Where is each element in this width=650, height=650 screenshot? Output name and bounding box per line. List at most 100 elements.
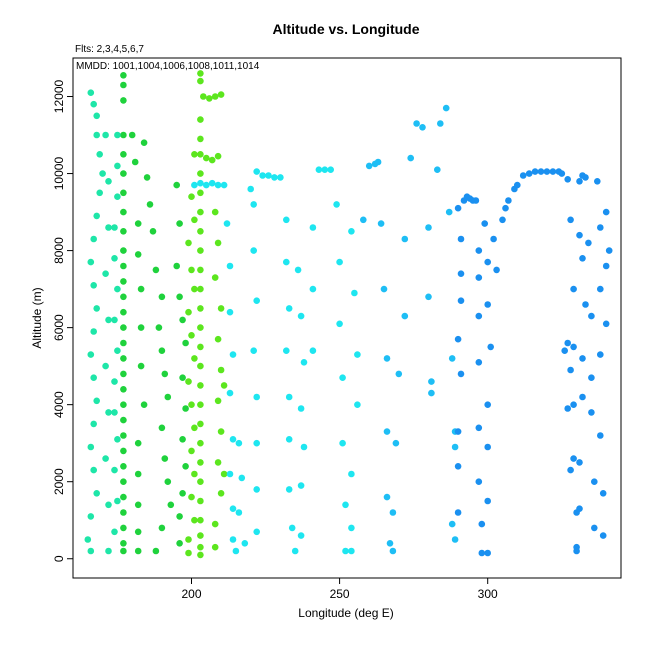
y-tick-label: 6000: [52, 314, 66, 341]
data-point: [354, 401, 361, 409]
data-point: [158, 293, 166, 301]
data-point: [457, 235, 465, 243]
data-point: [93, 212, 100, 220]
data-point: [203, 181, 210, 189]
data-point: [105, 316, 112, 324]
data-point: [140, 139, 148, 146]
data-point: [197, 170, 204, 177]
data-point: [197, 382, 204, 389]
data-point: [561, 347, 568, 355]
y-tick-label: 0: [52, 555, 66, 562]
data-point: [514, 181, 521, 189]
data-point: [134, 220, 142, 227]
data-point: [197, 266, 204, 274]
data-point: [297, 312, 305, 320]
data-point: [214, 459, 222, 466]
data-point: [238, 474, 246, 482]
data-point: [214, 152, 222, 160]
data-point: [87, 513, 95, 520]
data-point: [120, 370, 127, 378]
data-point: [484, 443, 492, 451]
chart-subtitle-flights: Flts: 2,3,4,5,6,7: [75, 44, 144, 55]
data-point: [197, 77, 204, 85]
data-point: [197, 247, 204, 254]
data-point: [134, 470, 142, 478]
data-point: [102, 362, 109, 370]
data-point: [348, 524, 355, 532]
data-point: [380, 285, 388, 293]
data-point: [161, 455, 169, 462]
x-tick-label: 200: [181, 587, 201, 601]
data-point: [336, 258, 343, 266]
data-point: [602, 262, 610, 270]
data-points: [84, 70, 613, 559]
data-point: [484, 497, 492, 505]
data-point: [137, 324, 145, 331]
data-point: [283, 216, 290, 224]
data-point: [605, 247, 613, 254]
data-point: [120, 447, 127, 455]
data-point: [434, 166, 441, 173]
data-point: [120, 228, 127, 235]
data-point: [152, 547, 160, 555]
data-point: [253, 168, 260, 175]
data-point: [484, 258, 492, 266]
data-point: [185, 549, 192, 557]
data-point: [594, 178, 601, 185]
data-point: [114, 193, 121, 200]
data-point: [386, 540, 394, 547]
data-point: [241, 540, 249, 547]
data-point: [564, 339, 571, 347]
data-point: [579, 355, 586, 362]
y-tick-label: 8000: [52, 237, 66, 264]
data-point: [428, 389, 435, 397]
data-point: [137, 362, 145, 370]
data-point: [173, 181, 180, 189]
data-point: [185, 239, 192, 247]
data-point: [599, 490, 607, 497]
data-point: [576, 178, 583, 185]
data-point: [158, 424, 166, 432]
data-point: [152, 266, 160, 274]
data-point: [490, 235, 497, 243]
data-point: [567, 366, 574, 374]
data-point: [111, 254, 118, 262]
data-point: [90, 235, 97, 243]
data-point: [182, 405, 189, 412]
data-point: [597, 285, 604, 293]
data-point: [120, 293, 127, 301]
data-point: [211, 543, 219, 551]
data-point: [120, 247, 127, 254]
data-point: [140, 401, 148, 409]
data-point: [564, 405, 571, 412]
data-point: [576, 505, 583, 512]
data-point: [203, 154, 210, 162]
data-point: [188, 493, 195, 501]
data-point: [197, 401, 204, 409]
data-point: [229, 351, 237, 358]
data-point: [167, 501, 175, 509]
data-point: [90, 466, 97, 474]
data-point: [597, 432, 604, 439]
data-point: [582, 174, 589, 181]
data-point: [90, 420, 97, 428]
x-tick-label: 250: [330, 587, 350, 601]
data-point: [197, 189, 204, 197]
data-point: [288, 524, 296, 532]
data-point: [588, 409, 595, 416]
data-point: [389, 509, 397, 516]
data-point: [158, 524, 166, 532]
data-point: [197, 208, 204, 216]
data-point: [114, 285, 121, 293]
data-point: [197, 543, 204, 551]
data-point: [576, 231, 583, 239]
data-point: [481, 220, 489, 227]
data-point: [220, 470, 228, 478]
data-point: [211, 274, 219, 281]
y-tick-label: 4000: [52, 391, 66, 418]
data-point: [599, 532, 607, 539]
x-axis: 200 250 300: [181, 578, 498, 601]
data-point: [217, 305, 225, 312]
data-point: [570, 285, 577, 293]
